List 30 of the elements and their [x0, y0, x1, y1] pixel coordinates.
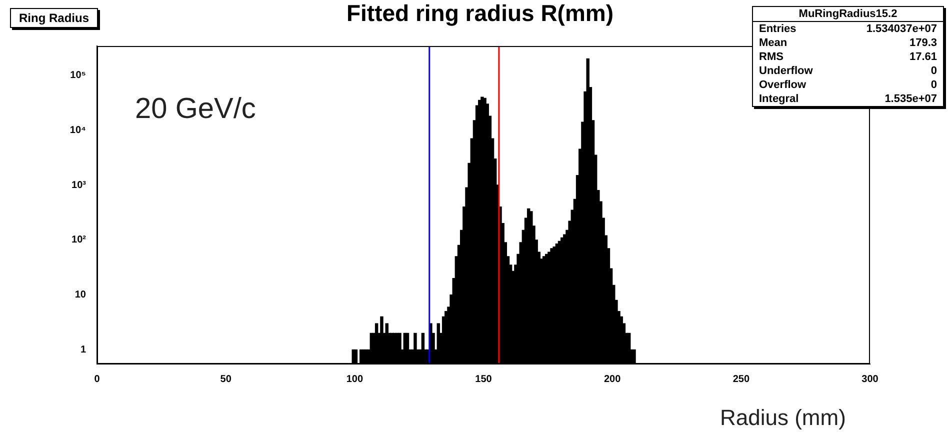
annotation: Overflow [759, 79, 806, 91]
annotation: RMS [759, 51, 784, 63]
text: MuRingRadius15.2 [753, 7, 943, 22]
x-tick-label: 50 [220, 374, 232, 385]
text: 17.61 [909, 51, 937, 63]
y-tick-label: 1 [80, 344, 86, 356]
annotation: 20 GeV/c [135, 93, 256, 126]
y-tick-label: 10³ [72, 180, 87, 191]
text: 0 [930, 65, 937, 77]
text: 1.534037e+07 [866, 23, 937, 35]
x-tick-label: 0 [94, 374, 100, 385]
y-tick-label: 10² [72, 234, 87, 246]
text: 179.3 [909, 37, 937, 49]
annotation: Underflow [759, 65, 813, 77]
annotation: Mean [759, 37, 788, 49]
x-tick-label: 100 [346, 374, 364, 385]
text: Ring Radius [10, 8, 98, 28]
chart-title: Fitted ring radius R(mm) [345, 0, 615, 27]
y-tick-label: 10⁵ [70, 70, 86, 81]
annotation: Integral [759, 93, 799, 105]
x-tick-label: 300 [862, 374, 879, 385]
x-tick-label: 200 [604, 374, 622, 385]
y-tick-label: 10⁴ [70, 124, 86, 136]
x-tick-label: 150 [475, 374, 492, 385]
text: 0 [930, 79, 937, 91]
x-axis-title: Radius (mm) [720, 405, 846, 431]
text: 1.535e+07 [884, 93, 937, 105]
x-tick-label: 250 [732, 374, 750, 385]
text: Entries [759, 23, 796, 35]
y-tick-label: 10 [74, 290, 86, 301]
